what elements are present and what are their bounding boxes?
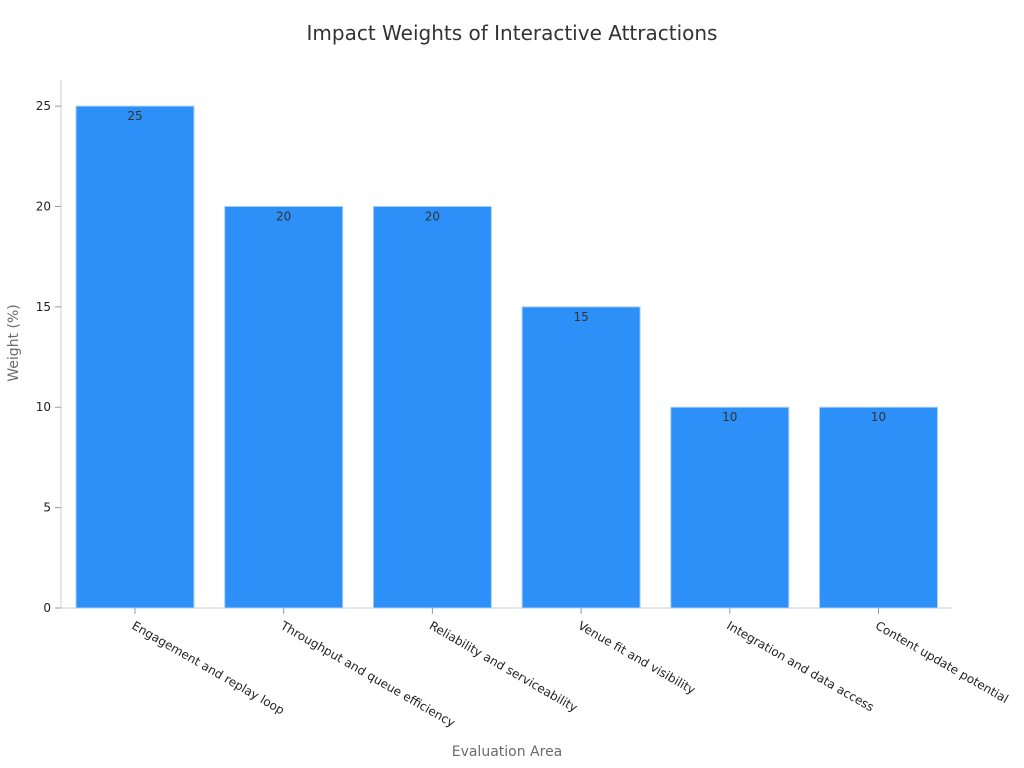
bar — [819, 406, 938, 609]
bar-value-label: 20 — [425, 209, 440, 223]
chart-title: Impact Weights of Interactive Attraction… — [307, 21, 718, 45]
bar-value-label: 10 — [871, 410, 886, 424]
y-tick-label: 5 — [43, 501, 51, 515]
y-axis-label: Weight (%) — [6, 304, 22, 381]
bar — [224, 205, 344, 609]
x-tick-label: Reliability and serviceability — [427, 618, 580, 714]
bar-value-label: 25 — [127, 109, 142, 123]
x-tick-label: Venue fit and visibility — [576, 618, 698, 697]
bar — [75, 105, 195, 609]
bar-value-label: 10 — [722, 410, 737, 424]
bar — [372, 205, 492, 609]
x-tick-label: Throughput and queue efficiency — [277, 618, 457, 730]
y-tick-label: 25 — [36, 99, 51, 113]
x-axis-label: Evaluation Area — [452, 744, 563, 760]
bar-value-label: 20 — [276, 209, 291, 223]
y-tick-label: 20 — [36, 199, 51, 213]
y-tick-label: 10 — [36, 400, 51, 414]
bar-value-label: 15 — [573, 310, 588, 324]
y-tick-label: 15 — [36, 300, 51, 314]
plot-area: 0 5 10 15 20 25 25 Engagement and replay loop 20… — [36, 80, 1011, 730]
x-tick-label: Content update potential — [873, 618, 1011, 706]
bar — [521, 306, 641, 609]
y-tick-label: 0 — [43, 601, 51, 615]
x-tick-label: Engagement and replay loop — [130, 618, 287, 717]
bar — [670, 406, 790, 609]
x-tick-label: Integration and data access — [724, 618, 876, 714]
